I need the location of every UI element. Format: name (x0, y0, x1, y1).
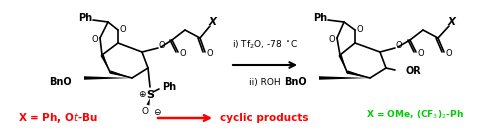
Text: O: O (396, 42, 402, 50)
Text: O: O (206, 48, 214, 58)
Text: Ph: Ph (313, 13, 327, 23)
Text: $\oplus$: $\oplus$ (138, 89, 146, 99)
Text: Ph: Ph (162, 82, 176, 92)
Polygon shape (100, 54, 110, 72)
Text: O: O (328, 34, 336, 43)
Polygon shape (319, 76, 370, 80)
Text: O: O (158, 42, 166, 50)
Text: OR: OR (405, 66, 421, 76)
Polygon shape (346, 70, 370, 78)
Polygon shape (146, 98, 150, 105)
Text: O: O (446, 48, 452, 58)
Polygon shape (338, 54, 347, 72)
Text: $\ominus$: $\ominus$ (152, 107, 162, 117)
Text: O: O (92, 34, 98, 43)
Text: O: O (120, 26, 126, 34)
Text: cyclic products: cyclic products (220, 113, 308, 123)
Polygon shape (84, 76, 132, 80)
Text: X: X (448, 17, 456, 27)
Text: ii) ROH: ii) ROH (249, 78, 281, 88)
Polygon shape (110, 70, 132, 78)
Text: O: O (356, 26, 364, 34)
Text: BnO: BnO (50, 77, 72, 87)
Text: O: O (180, 48, 186, 58)
Text: O: O (142, 108, 148, 116)
Text: BnO: BnO (284, 77, 307, 87)
Text: X: X (209, 17, 217, 27)
Text: S: S (146, 90, 154, 100)
Text: X = OMe, (CF$_3$)$_2$-Ph: X = OMe, (CF$_3$)$_2$-Ph (366, 109, 464, 121)
Text: X = Ph, O$\it{t}$-Bu: X = Ph, O$\it{t}$-Bu (18, 111, 98, 125)
Text: Ph: Ph (78, 13, 92, 23)
Text: O: O (418, 48, 424, 58)
Text: i) Tf$_2$O, -78 $^\circ$C: i) Tf$_2$O, -78 $^\circ$C (232, 39, 298, 51)
